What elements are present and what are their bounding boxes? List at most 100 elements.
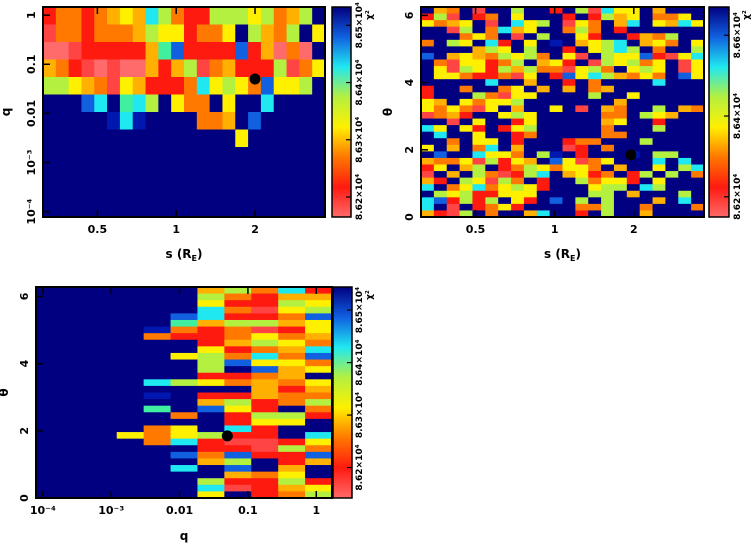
heatmap-cell <box>81 24 95 43</box>
y-tick-label: 0 <box>403 213 416 221</box>
heatmap-cell <box>459 92 474 100</box>
heatmap-cell <box>575 197 589 205</box>
heatmap-cell <box>433 125 448 133</box>
heatmap-cell <box>639 26 654 34</box>
heatmap-cell <box>107 77 121 96</box>
heatmap-cell <box>536 190 551 198</box>
heatmap-cell <box>472 66 486 74</box>
heatmap-cell <box>235 42 249 61</box>
heatmap-cell <box>224 333 252 341</box>
heatmap-cell <box>421 98 435 107</box>
heatmap-cell <box>575 131 589 139</box>
heatmap-cell <box>459 138 474 146</box>
heatmap-cell <box>562 105 576 113</box>
heatmap-cell <box>260 164 275 183</box>
heatmap-cell <box>652 13 667 21</box>
heatmap-cell <box>601 52 615 61</box>
heatmap-cell <box>107 24 121 43</box>
heatmap-cell <box>184 164 198 183</box>
heatmap-cell <box>549 52 564 61</box>
heatmap-cell <box>498 105 512 113</box>
heatmap-cell <box>613 151 628 159</box>
heatmap-cell <box>62 491 91 499</box>
heatmap-cell <box>665 144 679 152</box>
colorbar-tick-label: 8.66×10⁴ <box>733 12 743 58</box>
heatmap-cell <box>459 7 474 15</box>
heatmap-cell <box>248 42 262 61</box>
heatmap-cell <box>498 7 512 15</box>
heatmap-cell <box>251 287 279 295</box>
heatmap-cell <box>626 39 641 47</box>
heatmap-cell <box>251 333 279 341</box>
y-axis-label: θ <box>381 108 395 116</box>
heatmap-cell <box>278 451 306 460</box>
heatmap-cell <box>459 131 474 139</box>
heatmap-cell <box>116 287 145 295</box>
heatmap-cell <box>626 171 641 179</box>
heatmap-cell <box>536 164 551 172</box>
heatmap-cell <box>446 72 461 80</box>
heatmap-cell <box>433 177 448 185</box>
heatmap-cell <box>433 52 448 61</box>
heatmap-cell <box>143 399 172 407</box>
heatmap-cell <box>235 182 249 201</box>
heatmap-cell <box>170 465 199 473</box>
heatmap-cell <box>562 164 576 172</box>
heatmap-cell <box>562 7 576 15</box>
heatmap-cell <box>89 438 118 446</box>
heatmap-cell <box>143 412 172 420</box>
heatmap-cell <box>498 13 512 21</box>
heatmap-cell <box>575 26 589 34</box>
heatmap-cell <box>89 392 118 400</box>
heatmap-cell <box>691 171 705 179</box>
heatmap-cell <box>472 105 486 113</box>
heatmap-cell <box>549 7 564 15</box>
x-tick-label: 2 <box>630 223 638 236</box>
heatmap-cell <box>575 59 589 67</box>
heatmap-cell <box>36 478 64 486</box>
heatmap-cell <box>278 319 306 328</box>
heatmap-cell <box>421 157 435 166</box>
heatmap-cell <box>523 26 538 34</box>
heatmap-cell <box>68 59 83 78</box>
heatmap-cell <box>55 182 70 201</box>
heatmap-cell <box>170 379 199 387</box>
heatmap-cell <box>89 484 118 492</box>
heatmap-cell <box>62 359 91 367</box>
heatmap-cell <box>472 13 486 21</box>
heatmap-cell <box>286 59 300 78</box>
x-tick-label: 2 <box>251 223 259 236</box>
heatmap-cell <box>171 7 185 26</box>
heatmap-cell <box>278 491 306 499</box>
heatmap-cell <box>498 184 512 192</box>
heatmap-cell <box>433 33 448 41</box>
heatmap-cell <box>459 190 474 198</box>
heatmap-cell <box>549 33 564 41</box>
heatmap-cell <box>613 157 628 166</box>
heatmap-cell <box>691 98 705 107</box>
heatmap-cell <box>43 147 57 166</box>
heatmap-cell <box>421 190 435 198</box>
heatmap-cell <box>248 24 262 43</box>
heatmap-cell <box>143 293 172 301</box>
heatmap-cell <box>498 85 512 93</box>
heatmap-cell <box>549 190 564 198</box>
heatmap-cell <box>251 359 279 367</box>
heatmap-cell <box>459 177 474 185</box>
heatmap-cell <box>691 144 705 152</box>
heatmap-cell <box>562 144 576 152</box>
panel-q-theta: 10⁻⁴ 10⁻³ 0.01 0.1 1 0 2 4 6 q θ 8.62×10⁴ 8.63×10⁴ 8.… <box>0 286 375 543</box>
heatmap-cell <box>119 24 134 43</box>
heatmap-cell <box>549 151 564 159</box>
x-axis-label: s (RE) <box>544 247 581 263</box>
heatmap-cell <box>485 98 499 107</box>
heatmap-cell <box>626 112 641 120</box>
heatmap-cell <box>278 339 306 347</box>
heatmap-cell <box>665 125 679 133</box>
heatmap-cell <box>459 210 474 218</box>
heatmap-cell <box>498 203 512 212</box>
heatmap-cell <box>62 366 91 374</box>
heatmap-cell <box>107 182 121 201</box>
heatmap-cell <box>89 352 118 361</box>
heatmap-cell <box>446 190 461 198</box>
